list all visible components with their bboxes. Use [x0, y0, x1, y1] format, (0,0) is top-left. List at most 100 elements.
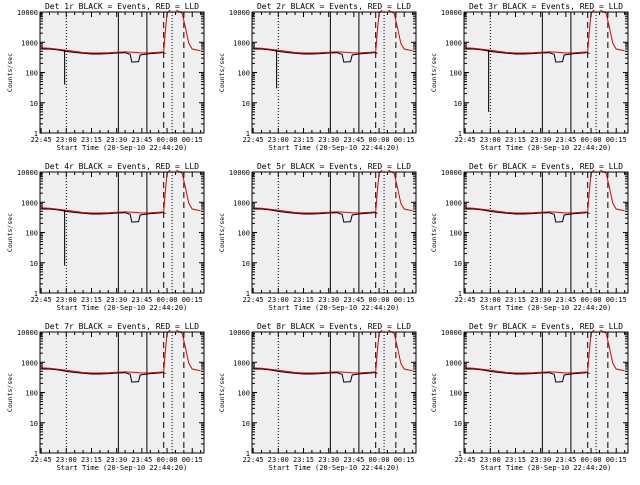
- plot-area: [40, 12, 204, 133]
- x-tick-label: 23:30: [318, 296, 339, 304]
- x-tick-label: 23:15: [293, 296, 314, 304]
- y-tick-label: 1000: [233, 199, 250, 207]
- lld-series-line: [465, 10, 625, 54]
- panel-title: Det 4r BLACK = Events, RED = LLD: [45, 162, 199, 171]
- panel-1: 1 10 100 1000 10000 22:45 23:00 23:15 23:30 23:45…: [6, 2, 205, 152]
- x-tick-label: 22:45: [455, 136, 476, 144]
- y-tick-label: 100: [237, 70, 250, 78]
- plot-data: [41, 330, 201, 453]
- panel-title: Det 6r BLACK = Events, RED = LLD: [469, 162, 623, 171]
- panel-title: Det 2r BLACK = Events, RED = LLD: [257, 2, 411, 11]
- x-tick-label: 23:00: [268, 456, 289, 464]
- x-axis-label: Start Time (20-Sep-10 22:44:20): [481, 304, 612, 312]
- x-tick-label: 23:45: [555, 296, 576, 304]
- events-series-line: [41, 368, 166, 383]
- y-tick-label: 10: [454, 100, 462, 108]
- x-tick-label: 22:45: [31, 136, 52, 144]
- x-tick-label: 23:30: [318, 136, 339, 144]
- lld-series-line: [41, 170, 201, 214]
- lld-series-line: [253, 10, 413, 54]
- y-tick-label: 100: [25, 390, 38, 398]
- panel-8: 1 10 100 1000 10000 22:45 23:00 23:15 23:30 23:45…: [218, 322, 417, 472]
- events-series-line: [41, 48, 166, 63]
- x-axis-label: Start Time (20-Sep-10 22:44:20): [481, 464, 612, 472]
- plot-data: [465, 10, 625, 133]
- x-tick-label: 22:45: [455, 456, 476, 464]
- panel-title: Det 7r BLACK = Events, RED = LLD: [45, 322, 199, 331]
- x-tick-label: 23:45: [343, 296, 364, 304]
- x-tick-label: 23:00: [56, 296, 77, 304]
- y-axis-label: Counts/sec: [6, 53, 14, 92]
- x-tick-label: 23:45: [131, 136, 152, 144]
- y-tick-label: 100: [25, 70, 38, 78]
- x-tick-label: 23:15: [505, 456, 526, 464]
- plot-area: [464, 12, 628, 133]
- x-tick-label: 23:00: [56, 136, 77, 144]
- events-series-line: [253, 48, 378, 63]
- x-axis-label: Start Time (20-Sep-10 22:44:20): [269, 304, 400, 312]
- y-axis-label: Counts/sec: [218, 53, 226, 92]
- y-tick-label: 100: [25, 230, 38, 238]
- y-axis-label: Counts/sec: [218, 213, 226, 252]
- x-tick-label: 00:15: [394, 136, 415, 144]
- x-tick-label: 22:45: [31, 456, 52, 464]
- x-tick-label: 22:45: [243, 136, 264, 144]
- x-tick-label: 23:30: [106, 296, 127, 304]
- x-axis-label: Start Time (20-Sep-10 22:44:20): [57, 144, 188, 152]
- events-series-line: [41, 208, 166, 223]
- y-tick-label: 10: [454, 260, 462, 268]
- y-tick-label: 1: [246, 130, 250, 138]
- y-tick-label: 1: [458, 130, 462, 138]
- y-axis-label: Counts/sec: [6, 373, 14, 412]
- events-series-line: [253, 208, 378, 223]
- x-tick-label: 23:00: [268, 296, 289, 304]
- y-tick-label: 1: [246, 290, 250, 298]
- x-tick-label: 23:15: [81, 456, 102, 464]
- x-tick-label: 00:15: [182, 136, 203, 144]
- x-tick-label: 23:00: [480, 136, 501, 144]
- y-tick-label: 1000: [21, 39, 38, 47]
- plot-area: [40, 332, 204, 453]
- x-tick-label: 00:00: [581, 136, 602, 144]
- x-tick-label: 00:15: [606, 456, 627, 464]
- x-tick-label: 00:00: [369, 456, 390, 464]
- x-tick-label: 23:45: [131, 296, 152, 304]
- y-tick-label: 10: [242, 420, 250, 428]
- events-series-line: [253, 368, 378, 383]
- panel-6: 1 10 100 1000 10000 22:45 23:00 23:15 23:30 23:45…: [430, 162, 629, 312]
- x-tick-label: 23:00: [56, 456, 77, 464]
- y-tick-label: 1: [246, 450, 250, 458]
- y-tick-label: 10: [242, 100, 250, 108]
- y-axis-label: Counts/sec: [430, 213, 438, 252]
- y-tick-label: 100: [237, 230, 250, 238]
- y-axis-label: Counts/sec: [430, 53, 438, 92]
- y-tick-label: 100: [449, 230, 462, 238]
- plot-area: [252, 12, 416, 133]
- plot-area: [252, 172, 416, 293]
- plot-data: [465, 330, 625, 453]
- x-tick-label: 23:30: [530, 456, 551, 464]
- panel-title: Det 1r BLACK = Events, RED = LLD: [45, 2, 199, 11]
- x-axis-label: Start Time (20-Sep-10 22:44:20): [481, 144, 612, 152]
- plot-area: [464, 172, 628, 293]
- panel-title: Det 3r BLACK = Events, RED = LLD: [469, 2, 623, 11]
- x-tick-label: 23:30: [106, 136, 127, 144]
- y-tick-label: 1000: [445, 359, 462, 367]
- x-axis-label: Start Time (20-Sep-10 22:44:20): [57, 304, 188, 312]
- y-tick-label: 10000: [441, 329, 462, 337]
- x-tick-label: 00:00: [369, 136, 390, 144]
- plot-area: [40, 172, 204, 293]
- lld-series-line: [465, 170, 625, 214]
- x-tick-label: 23:15: [505, 296, 526, 304]
- x-tick-label: 23:00: [480, 296, 501, 304]
- x-tick-label: 00:15: [606, 296, 627, 304]
- plot-data: [253, 10, 413, 133]
- x-tick-label: 00:00: [157, 136, 178, 144]
- y-tick-label: 100: [449, 390, 462, 398]
- x-tick-label: 23:30: [530, 136, 551, 144]
- y-tick-label: 1000: [21, 359, 38, 367]
- x-tick-label: 23:30: [106, 456, 127, 464]
- y-tick-label: 10000: [229, 9, 250, 17]
- x-tick-label: 00:00: [369, 296, 390, 304]
- panel-title: Det 5r BLACK = Events, RED = LLD: [257, 162, 411, 171]
